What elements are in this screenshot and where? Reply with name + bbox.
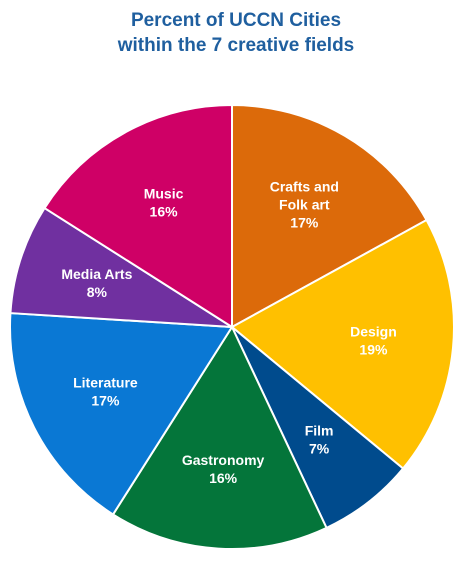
chart-title-line-1: Percent of UCCN Cities bbox=[130, 10, 342, 31]
pie-label-percent: 8% bbox=[87, 284, 108, 300]
pie-slice-literature bbox=[9, 312, 234, 516]
pie-label-name: Media Arts bbox=[61, 266, 132, 282]
pie-label-percent: 7% bbox=[309, 440, 330, 456]
pie-label-gastronomy: Gastronomy 16% bbox=[182, 452, 265, 486]
pie-label-film: Film 7% bbox=[305, 422, 334, 456]
pie-labels: Crafts and Folk art 17% Design 19% Film 7% Gast… bbox=[61, 179, 396, 486]
pie-label-name: Gastronomy bbox=[182, 452, 265, 468]
pie-slice-music bbox=[43, 103, 233, 329]
pie-label-percent: 16% bbox=[150, 203, 179, 219]
pie-slice-gastronomy bbox=[111, 324, 328, 550]
pie-label-name: Film bbox=[305, 422, 334, 438]
pie-label-literature: Literature 17% bbox=[73, 375, 138, 409]
pie-label-name: Folk art bbox=[279, 197, 330, 213]
pie-label-media-arts: Media Arts 8% bbox=[61, 266, 132, 300]
pie-label-music: Music 16% bbox=[144, 185, 184, 219]
pie-label-design: Design 19% bbox=[350, 323, 397, 357]
pie-slice-media-arts bbox=[9, 206, 233, 328]
pie-slices bbox=[9, 103, 455, 550]
pie-slice-crafts-and-folk-art bbox=[231, 103, 428, 329]
pie-label-percent: 16% bbox=[209, 470, 238, 486]
pie-label-percent: 19% bbox=[359, 341, 388, 357]
pie-label-name: Music bbox=[144, 185, 184, 201]
pie-slice-design bbox=[230, 218, 455, 470]
pie-label-percent: 17% bbox=[91, 393, 120, 409]
pie-label-percent: 17% bbox=[290, 215, 319, 231]
chart-title: Percent of UCCN Cities within the 7 crea… bbox=[0, 8, 472, 58]
pie-label-name: Literature bbox=[73, 375, 138, 391]
pie-label-name: Crafts and bbox=[270, 179, 339, 195]
pie-label-crafts-and-folk-art: Crafts and Folk art 17% bbox=[270, 179, 339, 231]
chart-title-line-2: within the 7 creative fields bbox=[117, 35, 355, 56]
pie-label-name: Design bbox=[350, 323, 397, 339]
